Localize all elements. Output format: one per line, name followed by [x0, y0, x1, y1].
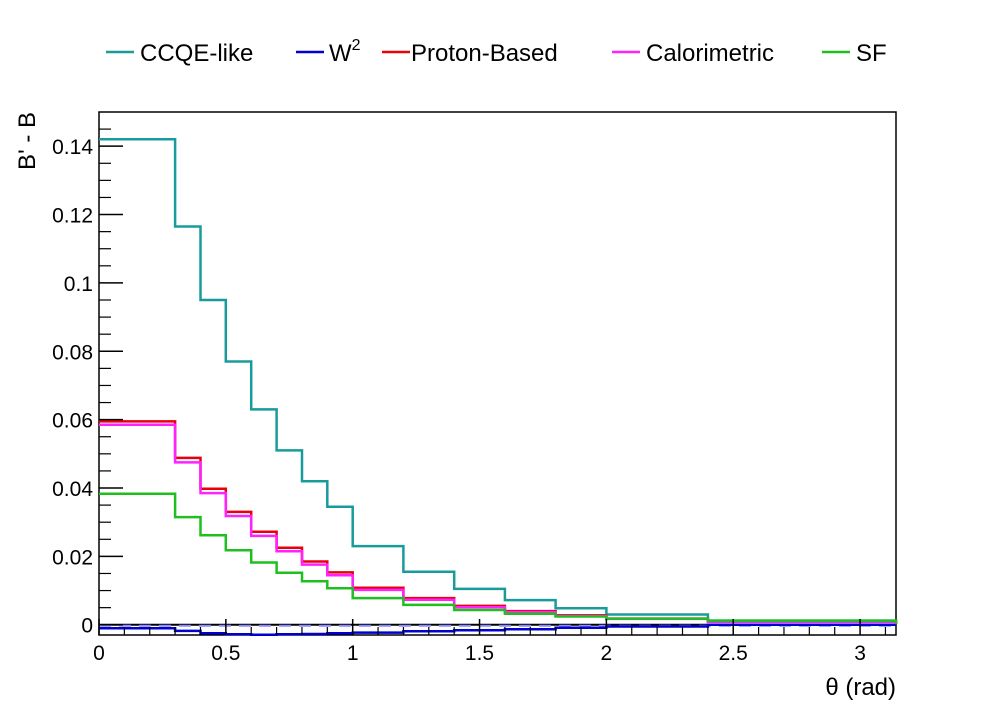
series-line-ccqe-like: [99, 138, 898, 625]
axes-layer: 0 0.5 1 1.5 2 2.5 3 0 0.02 0.04 0.06 0.08 0.1 0.12 0.1…: [52, 128, 887, 665]
legend-item-w: W2: [296, 37, 361, 67]
series-line-sf: [99, 492, 898, 624]
x-axis-title: θ (rad): [825, 674, 896, 701]
series-line-proton-based: [99, 420, 898, 625]
y-tick-label: 0.04: [52, 478, 93, 501]
legend-label: CCQE-like: [140, 40, 253, 67]
y-tick-label: 0.06: [52, 410, 93, 433]
plot-frame: [98, 111, 897, 636]
legend-item-sf: SF: [822, 40, 887, 67]
legend-label: SF: [856, 40, 887, 67]
series-layer: [99, 138, 898, 636]
x-tick-label: 1.5: [465, 642, 494, 665]
legend-label: Calorimetric: [646, 40, 774, 67]
legend-label: Proton-Based: [411, 40, 558, 67]
plot-border: [98, 111, 897, 636]
y-axis-title: B' - B: [14, 112, 41, 170]
x-tick-label: 2: [601, 642, 613, 665]
y-tick-label: 0.12: [52, 205, 93, 228]
legend-item-proton-based: Proton-Based: [382, 40, 558, 67]
x-tick-label: 0: [93, 642, 105, 665]
x-tick-label: 2.5: [719, 642, 748, 665]
x-tick-label: 0.5: [211, 642, 240, 665]
y-tick-label: 0.14: [52, 136, 93, 159]
legend-label: W2: [329, 37, 361, 67]
y-tick-label: 0.08: [52, 341, 93, 364]
series-line-calorimetric: [99, 423, 898, 625]
series-line-w: [99, 623, 896, 636]
y-tick-label: 0.1: [64, 273, 93, 296]
x-tick-label: 1: [347, 642, 359, 665]
legend-label-superscript: 2: [352, 37, 361, 54]
y-tick-label: 0.02: [52, 546, 93, 569]
x-tick-label: 3: [854, 642, 866, 665]
y-tick-label: 0: [81, 615, 93, 638]
legend: CCQE-like W2 Proton-Based Calorimetric SF: [106, 37, 887, 67]
legend-item-calorimetric: Calorimetric: [612, 40, 774, 67]
legend-item-ccqe-like: CCQE-like: [106, 40, 253, 67]
